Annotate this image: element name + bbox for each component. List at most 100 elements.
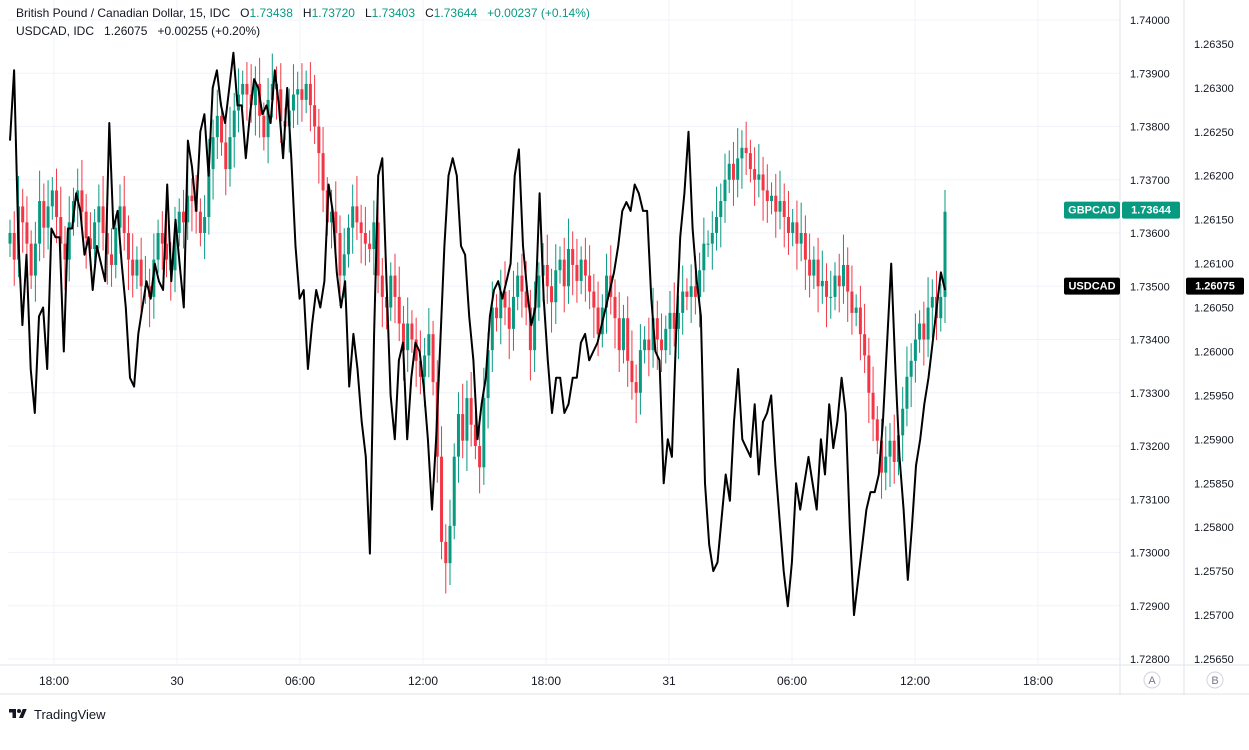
low-label: L — [364, 6, 372, 20]
candle-body — [338, 233, 342, 276]
candle-body — [833, 275, 837, 297]
candle-body — [211, 137, 215, 170]
candle-body — [156, 233, 160, 260]
y-tick-a: 1.73700 — [1130, 175, 1170, 187]
y-tick-b: 1.26200 — [1194, 171, 1234, 183]
candle-body — [562, 259, 566, 287]
axis-b-button[interactable] — [1206, 671, 1224, 689]
candle-body — [524, 291, 528, 308]
candle-body — [80, 190, 84, 212]
candle-body — [850, 291, 854, 313]
candle-body — [778, 201, 782, 212]
candle-body — [558, 259, 562, 271]
y-tick-a: 1.73600 — [1130, 228, 1170, 240]
candle-body — [308, 83, 312, 106]
close-label: C — [425, 6, 434, 20]
change-value: +0.00237 (+0.14%) — [487, 6, 590, 20]
y-tick-b: 1.26300 — [1194, 83, 1234, 95]
y-tick-b: 1.25850 — [1194, 478, 1234, 490]
candle-body — [266, 99, 270, 138]
candle-body — [444, 541, 448, 564]
high-label: H — [302, 6, 312, 20]
y-tick-b: 1.26100 — [1194, 259, 1234, 271]
candle-body — [427, 334, 431, 356]
candle-body — [799, 233, 803, 244]
candle-body — [126, 233, 130, 260]
candle-body — [774, 195, 778, 212]
candle-body — [228, 137, 232, 170]
candle-body — [533, 307, 537, 351]
candle-body — [88, 238, 92, 249]
candle-body — [892, 440, 896, 462]
y-tick-a: 1.74000 — [1130, 15, 1170, 27]
candle-body — [605, 275, 609, 308]
candle-body — [135, 259, 139, 276]
candle-body — [376, 222, 380, 276]
candle-body — [841, 264, 845, 287]
candle-body — [114, 227, 118, 265]
tradingview-logo-icon — [9, 709, 27, 718]
candle-body — [177, 211, 181, 233]
candle-body — [372, 222, 376, 249]
axis-b-button-label[interactable]: B — [1211, 675, 1218, 687]
y-tick-b: 1.25750 — [1194, 566, 1234, 578]
candle-body — [748, 153, 752, 170]
candle-body — [478, 446, 482, 468]
candle-body — [621, 318, 625, 351]
axis-a-button[interactable] — [1143, 671, 1161, 689]
candle-body — [346, 227, 350, 255]
candle-body — [731, 163, 735, 180]
candle-body — [507, 307, 511, 329]
y-tick-a: 1.73500 — [1130, 281, 1170, 293]
x-tick: 18:00 — [1023, 674, 1053, 688]
candle-body — [922, 323, 926, 340]
candle-body — [139, 259, 143, 287]
candle-body — [545, 264, 549, 287]
candle-body — [317, 126, 321, 154]
legend-symbol-2: USDCAD, IDC — [16, 24, 95, 38]
x-tick: 06:00 — [285, 674, 315, 688]
candle-body — [511, 296, 515, 329]
candle-body — [643, 339, 647, 351]
tradingview-brand: TradingView — [34, 706, 106, 722]
candle-body — [105, 233, 109, 255]
axis-a-button-label[interactable]: A — [1148, 675, 1156, 687]
y-tick-b: 1.25950 — [1194, 390, 1234, 402]
candle-body — [503, 291, 507, 308]
candle-body — [63, 243, 67, 260]
candle-body — [410, 323, 414, 340]
open-label: O — [240, 6, 250, 20]
usdcad-tag-value: 1.26075 — [1195, 281, 1235, 293]
x-tick: 18:00 — [39, 674, 69, 688]
candle-body — [740, 147, 744, 159]
candle-body — [8, 233, 12, 244]
candle-body — [685, 291, 689, 297]
candle-body — [647, 339, 651, 351]
candle-body — [913, 339, 917, 361]
y-tick-b: 1.26150 — [1194, 215, 1234, 227]
candle-body — [765, 190, 769, 202]
candle-body — [397, 296, 401, 324]
y-tick-a: 1.73100 — [1130, 494, 1170, 506]
usdcad-label-tag — [1064, 277, 1120, 295]
chart-area[interactable]: 1.74000 1.73900 1.73800 1.73700 1.73600 1.735… — [0, 0, 1249, 695]
candle-body — [837, 275, 841, 287]
candle-body — [380, 275, 384, 297]
candle-body — [871, 392, 875, 420]
candle-body — [300, 89, 304, 100]
candle-body — [224, 142, 228, 170]
candle-body — [461, 414, 465, 441]
candle-body — [440, 456, 444, 542]
chart-svg[interactable]: 1.74000 1.73900 1.73800 1.73700 1.73600 1.735… — [0, 0, 1249, 695]
usdcad-line — [9, 51, 946, 617]
candle-body — [706, 243, 710, 245]
candle-body — [795, 222, 799, 244]
candle-body — [465, 398, 469, 441]
x-tick: 12:00 — [408, 674, 438, 688]
candle-body — [516, 275, 520, 297]
candle-body — [520, 275, 524, 292]
legend-symbol: British Pound / Canadian Dollar, 15, IDC — [16, 6, 231, 20]
y-tick-b: 1.25700 — [1194, 610, 1234, 622]
candle-body — [583, 259, 587, 276]
candle-body — [880, 440, 884, 473]
